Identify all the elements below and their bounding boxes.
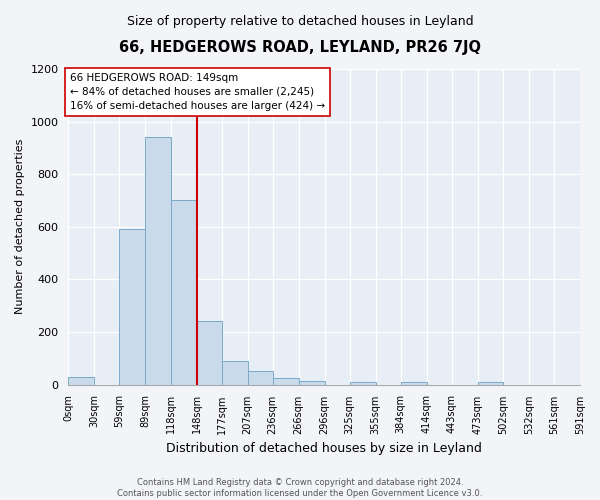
Bar	[350, 382, 376, 384]
Bar	[119, 230, 145, 384]
Bar	[221, 361, 248, 384]
Bar	[272, 378, 299, 384]
Bar	[68, 376, 94, 384]
Bar	[248, 372, 272, 384]
Bar	[299, 380, 325, 384]
Text: Size of property relative to detached houses in Leyland: Size of property relative to detached ho…	[127, 15, 473, 28]
Bar	[401, 382, 427, 384]
X-axis label: Distribution of detached houses by size in Leyland: Distribution of detached houses by size …	[166, 442, 482, 455]
Text: 66, HEDGEROWS ROAD, LEYLAND, PR26 7JQ: 66, HEDGEROWS ROAD, LEYLAND, PR26 7JQ	[119, 40, 481, 55]
Text: 66 HEDGEROWS ROAD: 149sqm
← 84% of detached houses are smaller (2,245)
16% of se: 66 HEDGEROWS ROAD: 149sqm ← 84% of detac…	[70, 73, 325, 111]
Y-axis label: Number of detached properties: Number of detached properties	[15, 139, 25, 314]
Bar	[197, 322, 221, 384]
Text: Contains HM Land Registry data © Crown copyright and database right 2024.
Contai: Contains HM Land Registry data © Crown c…	[118, 478, 482, 498]
Bar	[478, 382, 503, 384]
Bar	[145, 138, 170, 384]
Bar	[170, 200, 197, 384]
